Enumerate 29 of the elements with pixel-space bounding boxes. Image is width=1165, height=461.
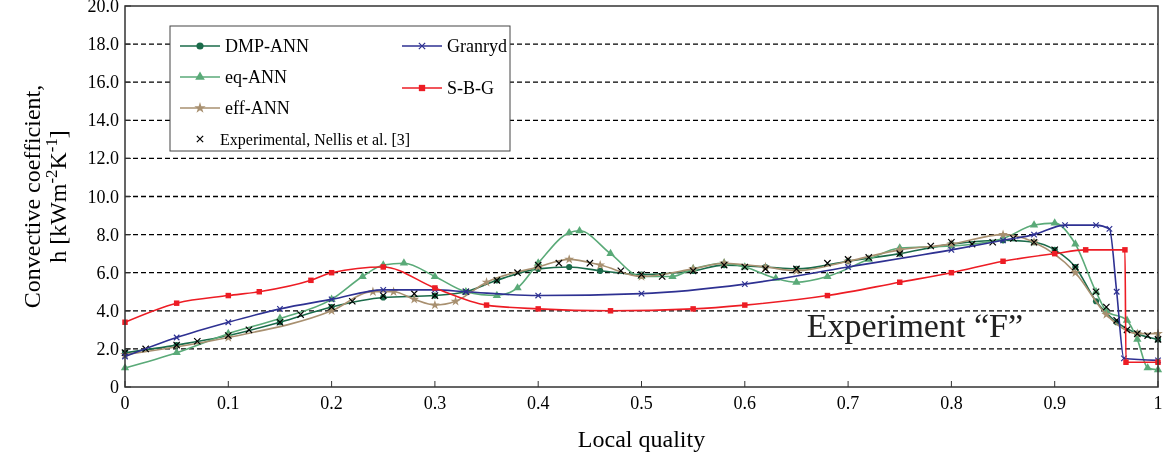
x-tick-label: 0.1 <box>217 393 240 413</box>
legend-label: Granryd <box>447 36 507 56</box>
y-tick-label: 16.0 <box>87 72 119 93</box>
y-tick-label: 10.0 <box>87 186 119 207</box>
x-axis-title: Local quality <box>577 426 706 452</box>
x-tick-label: 0.2 <box>320 393 343 413</box>
x-tick-label: 0.4 <box>526 393 550 413</box>
legend-label: Experimental, Nellis et al. [3] <box>220 131 411 149</box>
y-tick-label: 8.0 <box>96 224 119 245</box>
x-tick-label: 1 <box>1153 393 1163 413</box>
x-tick-label: 0.9 <box>1043 393 1066 413</box>
y-tick-label: 14.0 <box>87 110 119 131</box>
y-tick-label: 2.0 <box>96 338 119 359</box>
x-tick-label: 0.7 <box>836 393 860 413</box>
y-tick-label: 18.0 <box>87 34 119 55</box>
legend-label: S-B-G <box>447 78 495 98</box>
y-tick-label: 20.0 <box>87 0 119 16</box>
x-tick-label: 0.8 <box>940 393 963 413</box>
legend-label: eq-ANN <box>225 67 287 87</box>
annotation: Experiment “F” <box>806 307 1023 345</box>
y-tick-label: 6.0 <box>96 262 119 283</box>
x-tick-label: 0.6 <box>733 393 757 413</box>
y-tick-label: 12.0 <box>87 148 119 169</box>
y-tick-label: 0 <box>110 377 119 397</box>
x-tick-label: 0.5 <box>630 393 653 413</box>
legend-label: eff-ANN <box>225 98 290 118</box>
legend-label: DMP-ANN <box>225 36 310 56</box>
x-tick-label: 0.3 <box>423 393 447 413</box>
y-tick-label: 4.0 <box>96 300 119 321</box>
